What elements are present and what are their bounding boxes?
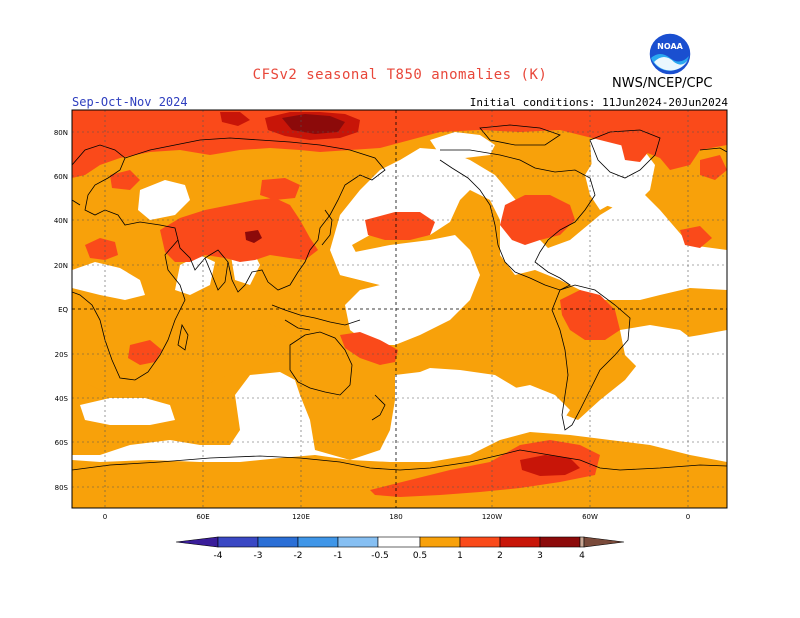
- lat-label-80s: 80S: [55, 484, 69, 492]
- lon-label-60e: 60E: [196, 513, 209, 521]
- lat-label-40n: 40N: [54, 217, 68, 225]
- colorbar-segment-3: [297, 536, 339, 548]
- latitude-axis: 80N 60N 40N 20N EQ 20S 40S 60S 80S: [54, 129, 69, 492]
- lon-label-180: 180: [389, 513, 402, 521]
- colorbar-segment-2: [257, 536, 299, 548]
- longitude-axis: 0 60E 120E 180 120W 60W 0: [103, 513, 690, 521]
- map-frame: [71, 109, 728, 509]
- colorbar-label-neg1: -1: [334, 551, 343, 561]
- colorbar-low-arrow: [175, 536, 219, 548]
- anomaly-3-4-regions: [245, 114, 345, 243]
- chart-title: CFSv2 seasonal T850 anomalies (K): [252, 67, 548, 83]
- colorbar-high-arrow: [583, 536, 625, 548]
- lon-label-120e: 120E: [292, 513, 310, 521]
- colorbar-label-4: 4: [579, 551, 585, 561]
- lat-label-40s: 40S: [55, 395, 69, 403]
- gridlines: [72, 110, 727, 508]
- colorbar-segment-7: [459, 536, 501, 548]
- near-normal-regions: [72, 132, 727, 432]
- lon-label-60w: 60W: [582, 513, 598, 521]
- lat-label-60n: 60N: [54, 173, 68, 181]
- colorbar-segment-8: [499, 536, 541, 548]
- anomaly-0.5-1-regions: [72, 110, 727, 508]
- anomaly-2-3-regions: [220, 112, 580, 476]
- lat-label-eq: EQ: [58, 306, 68, 314]
- colorbar-label-2: 2: [497, 551, 503, 561]
- equator-dateline-lines: [72, 110, 727, 508]
- lat-label-60s: 60S: [55, 439, 69, 447]
- map-panel: [72, 110, 727, 508]
- colorbar-label-3: 3: [537, 551, 543, 561]
- lat-label-20s: 20S: [55, 351, 69, 359]
- credit-label: NWS/NCEP/CPC: [612, 76, 713, 91]
- coastlines: [72, 124, 727, 471]
- colorbar-label-neg3: -3: [254, 551, 263, 561]
- colorbar-segment-10: [579, 536, 585, 548]
- colorbar-label-0.5: 0.5: [413, 551, 427, 561]
- lon-label-120w: 120W: [482, 513, 502, 521]
- anomaly-1-2-regions: [72, 110, 727, 497]
- colorbar-label-neg4: -4: [214, 551, 223, 561]
- lat-label-20n: 20N: [54, 262, 68, 270]
- colorbar-segment-5: [377, 536, 421, 548]
- colorbar-label-neg2: -2: [294, 551, 303, 561]
- colorbar-segment-4: [337, 536, 379, 548]
- season-label: Sep-Oct-Nov 2024: [72, 95, 188, 109]
- lon-label-0-right: 0: [686, 513, 690, 521]
- colorbar: [175, 536, 625, 548]
- colorbar-segment-6: [419, 536, 461, 548]
- colorbar-label-1: 1: [457, 551, 463, 561]
- noaa-logo-icon: NOAA: [648, 32, 692, 76]
- colorbar-segment-1: [217, 536, 259, 548]
- lon-label-0: 0: [103, 513, 107, 521]
- colorbar-label-neg0.5: -0.5: [371, 551, 389, 561]
- colorbar-labels: -4 -3 -2 -1 -0.5 0.5 1 2 3 4: [214, 551, 586, 561]
- colorbar-segment-9: [539, 536, 581, 548]
- initial-conditions-label: Initial conditions: 11Jun2024-20Jun2024: [469, 96, 728, 109]
- logo-text: NOAA: [657, 42, 683, 51]
- lat-label-80n: 80N: [54, 129, 68, 137]
